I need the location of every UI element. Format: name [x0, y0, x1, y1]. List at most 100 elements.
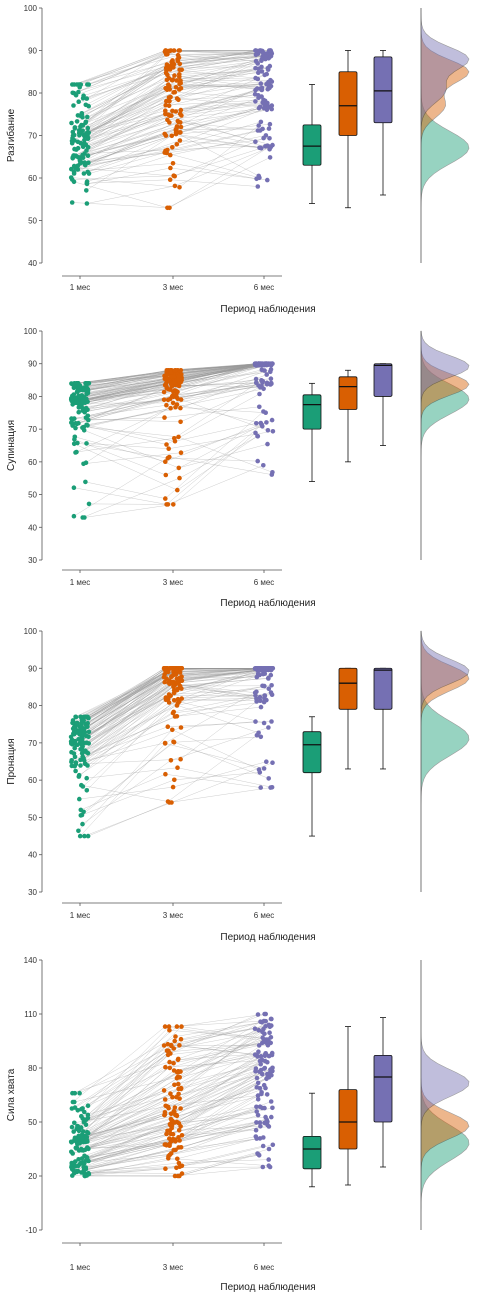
data-point: [162, 1142, 168, 1147]
data-point: [80, 123, 86, 128]
data-point: [80, 398, 85, 404]
data-point: [178, 405, 183, 411]
data-point: [174, 1112, 179, 1118]
data-point: [85, 169, 90, 175]
box: [302, 394, 322, 430]
data-point: [255, 61, 260, 66]
y-tick-label: 140: [24, 956, 38, 965]
data-point: [170, 108, 175, 114]
data-point: [161, 389, 167, 395]
pair-line: [85, 411, 264, 499]
data-point: [80, 144, 86, 150]
data-point: [85, 1130, 91, 1136]
points-3-мес: [161, 666, 185, 805]
data-point: [168, 1151, 174, 1156]
boxplot-3-мес: [338, 50, 358, 209]
data-point: [167, 98, 172, 104]
data-point: [170, 145, 175, 150]
data-point: [178, 80, 183, 86]
data-point: [83, 131, 89, 137]
data-point: [77, 1161, 82, 1167]
data-point: [260, 683, 265, 689]
data-point: [266, 1022, 272, 1028]
data-point: [177, 138, 183, 143]
data-point: [168, 1116, 174, 1122]
data-point: [168, 666, 174, 671]
data-point: [267, 136, 272, 141]
data-point: [78, 763, 83, 768]
data-point: [257, 1086, 263, 1091]
data-point: [175, 679, 180, 684]
data-point: [269, 79, 275, 84]
density-1-мес: [420, 8, 470, 263]
data-point: [261, 463, 266, 468]
data-point: [77, 833, 83, 839]
data-point: [85, 135, 91, 140]
data-point: [179, 67, 184, 73]
data-point: [167, 205, 172, 211]
box: [338, 71, 358, 136]
data-point: [268, 785, 273, 790]
data-point: [163, 108, 168, 113]
data-point: [167, 1028, 172, 1033]
data-point: [172, 1038, 177, 1044]
data-point: [162, 1110, 168, 1115]
data-point: [268, 144, 274, 150]
data-point: [85, 125, 91, 131]
density-1-мес: [420, 631, 470, 892]
data-point: [69, 398, 74, 404]
data-point: [163, 1064, 168, 1070]
data-point: [266, 1146, 272, 1152]
x-axis-title: Период наблюдения: [220, 1281, 315, 1293]
data-point: [270, 1105, 275, 1111]
data-point: [162, 679, 167, 685]
data-point: [178, 107, 184, 113]
data-point: [255, 1097, 261, 1102]
pair-line: [86, 146, 271, 204]
data-point: [80, 1129, 86, 1134]
data-point: [78, 757, 83, 763]
data-point: [161, 674, 167, 680]
data-point: [164, 442, 169, 447]
data-point: [69, 140, 75, 146]
data-point: [173, 85, 179, 90]
data-point: [258, 119, 264, 125]
data-point: [170, 680, 175, 686]
data-point: [69, 1167, 75, 1172]
y-tick-label: 100: [24, 327, 38, 336]
data-point: [169, 133, 175, 139]
data-point: [167, 1065, 173, 1071]
pair-line: [88, 787, 271, 837]
data-point: [162, 666, 168, 671]
density-1-мес: [420, 331, 470, 560]
data-point: [255, 1112, 261, 1118]
data-point: [261, 1038, 267, 1043]
x-axis-title: Период наблюдения: [220, 597, 315, 609]
data-point: [267, 1030, 272, 1035]
data-point: [163, 1166, 168, 1171]
pair-line: [88, 465, 264, 505]
data-point: [263, 1051, 268, 1057]
data-point: [177, 380, 182, 386]
data-point: [258, 362, 264, 368]
data-point: [163, 65, 169, 71]
data-point: [258, 1067, 264, 1073]
data-point: [169, 1043, 174, 1049]
data-point: [84, 1137, 90, 1143]
data-point: [172, 714, 178, 719]
data-point: [81, 461, 86, 467]
data-point: [265, 1122, 270, 1128]
data-point: [258, 734, 264, 740]
data-point: [177, 1164, 182, 1169]
data-point: [266, 686, 272, 691]
data-point: [83, 381, 88, 386]
data-point: [270, 1068, 275, 1074]
data-point: [269, 683, 274, 688]
data-point: [258, 698, 263, 703]
points-3-мес: [161, 368, 184, 507]
data-point: [71, 1129, 76, 1134]
boxplot-1-мес: [302, 716, 322, 837]
data-point: [168, 152, 173, 158]
data-point: [253, 87, 258, 93]
data-point: [264, 759, 269, 764]
